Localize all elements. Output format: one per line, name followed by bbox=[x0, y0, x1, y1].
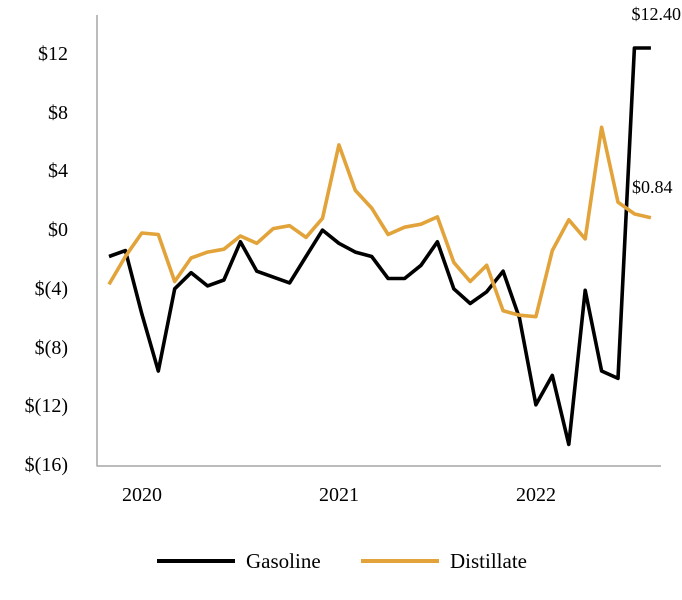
distillate-endpoint-value-label: $0.84 bbox=[632, 177, 673, 197]
y-tick-label-4: $4 bbox=[48, 160, 68, 182]
y-tick-label--12: $(12) bbox=[24, 395, 68, 417]
gasoline-legend-label: Gasoline bbox=[246, 549, 321, 573]
distillate-line-swatch bbox=[361, 559, 439, 563]
gasoline-endpoint-value-label: $12.40 bbox=[631, 4, 682, 24]
y-tick-label--16: $(16) bbox=[24, 454, 68, 476]
x-tick-label-2020: 2020 bbox=[122, 484, 162, 506]
series-line-distillate bbox=[107, 125, 652, 319]
y-tick-label--8: $(8) bbox=[34, 337, 68, 359]
legend: Gasoline Distillate bbox=[0, 548, 682, 578]
x-tick-label-2022: 2022 bbox=[516, 484, 556, 506]
legend-item-gasoline: Gasoline bbox=[157, 548, 321, 574]
y-tick-label-12: $12 bbox=[38, 43, 68, 65]
distillate-legend-label: Distillate bbox=[450, 549, 527, 573]
y-tick-label-8: $8 bbox=[48, 102, 68, 124]
y-tick-label--4: $(4) bbox=[34, 278, 68, 300]
y-tick-label-0: $0 bbox=[48, 219, 68, 241]
series-line-gasoline bbox=[108, 46, 651, 447]
gasoline-line-swatch bbox=[157, 559, 235, 563]
x-tick-label-2021: 2021 bbox=[319, 484, 359, 506]
legend-item-distillate: Distillate bbox=[361, 548, 527, 574]
